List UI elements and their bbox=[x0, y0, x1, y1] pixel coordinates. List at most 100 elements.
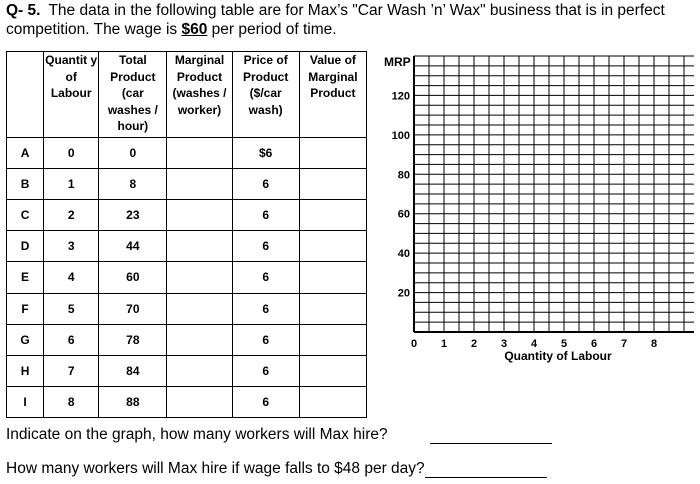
x-axis-label: Quantity of Labour bbox=[504, 349, 612, 363]
cell-marginal-product[interactable] bbox=[166, 385, 233, 419]
y-tick-labels: 20 40 60 80 100 120 bbox=[392, 90, 410, 299]
y-tick-label: 80 bbox=[398, 169, 410, 181]
data-table: Quantit y of Labour Total Product (car w… bbox=[5, 51, 368, 419]
answer-blank-1[interactable] bbox=[429, 426, 552, 444]
table-row: D 3 44 6 bbox=[5, 230, 368, 263]
x-tick-label: 2 bbox=[471, 338, 477, 350]
cell-total-product: 60 bbox=[98, 261, 168, 294]
cell-total-product: 84 bbox=[98, 354, 168, 387]
cell-marginal-product[interactable] bbox=[166, 168, 233, 201]
cell-vmp[interactable] bbox=[298, 292, 368, 325]
cell-marginal-product[interactable] bbox=[166, 354, 233, 387]
answer-question-1: Indicate on the graph, how many workers … bbox=[6, 426, 696, 444]
graph-grid bbox=[413, 55, 694, 333]
cell-price: 6 bbox=[231, 261, 300, 294]
cell-price: 6 bbox=[231, 292, 300, 325]
table-header-row: Quantit y of Labour Total Product (car w… bbox=[5, 51, 368, 138]
cell-marginal-product[interactable] bbox=[166, 292, 233, 325]
cell-marginal-product[interactable] bbox=[166, 136, 233, 170]
row-label: B bbox=[5, 168, 45, 201]
cell-total-product: 70 bbox=[98, 292, 168, 325]
cell-marginal-product[interactable] bbox=[166, 261, 233, 294]
y-tick-label: 40 bbox=[398, 248, 410, 260]
cell-total-product: 8 bbox=[98, 168, 168, 201]
x-tick-label: 0 bbox=[411, 338, 417, 350]
answer-blank-2[interactable] bbox=[424, 460, 547, 478]
table-row: H 7 84 6 bbox=[5, 354, 368, 387]
x-tick-label: 6 bbox=[591, 338, 597, 350]
cell-quantity: 5 bbox=[43, 292, 100, 325]
header-blank bbox=[5, 51, 45, 138]
row-label: A bbox=[5, 136, 45, 170]
y-tick-label: 100 bbox=[392, 130, 410, 142]
cell-total-product: 0 bbox=[98, 136, 168, 170]
header-vmp: Value of Marginal Product bbox=[298, 51, 368, 138]
question-tail: per period of time. bbox=[207, 21, 337, 38]
y-tick-label: 20 bbox=[398, 288, 410, 300]
cell-price: 6 bbox=[231, 354, 300, 387]
cell-quantity: 6 bbox=[43, 323, 100, 356]
cell-vmp[interactable] bbox=[298, 354, 368, 387]
cell-marginal-product[interactable] bbox=[166, 199, 233, 232]
cell-price: 6 bbox=[231, 230, 300, 263]
row-label: C bbox=[5, 199, 45, 232]
y-axis-label: MRP bbox=[384, 55, 411, 69]
header-marginal-product: Marginal Product (washes / worker) bbox=[166, 51, 233, 138]
cell-total-product: 88 bbox=[98, 385, 168, 419]
cell-quantity: 2 bbox=[43, 199, 100, 232]
answer-prompt-1: Indicate on the graph, how many workers … bbox=[6, 426, 388, 443]
cell-quantity: 0 bbox=[43, 136, 100, 170]
cell-vmp[interactable] bbox=[298, 323, 368, 356]
question-body: The data in the following table are for … bbox=[6, 2, 665, 38]
header-total-product: Total Product (car washes / hour) bbox=[98, 51, 168, 138]
cell-vmp[interactable] bbox=[298, 168, 368, 201]
x-tick-label: 4 bbox=[531, 338, 538, 350]
row-label: G bbox=[5, 323, 45, 356]
header-price: Price of Product ($/car wash) bbox=[231, 51, 300, 138]
answer-prompt-2: How many workers will Max hire if wage f… bbox=[6, 460, 425, 477]
cell-vmp[interactable] bbox=[298, 136, 368, 170]
x-tick-label: 8 bbox=[651, 338, 657, 350]
cell-price: 6 bbox=[231, 168, 300, 201]
cell-vmp[interactable] bbox=[298, 385, 368, 419]
cell-price: 6 bbox=[231, 385, 300, 419]
cell-quantity: 8 bbox=[43, 385, 100, 419]
question-text: Q- 5. The data in the following table are… bbox=[6, 1, 696, 39]
cell-price: $6 bbox=[231, 136, 300, 170]
cell-quantity: 3 bbox=[43, 230, 100, 263]
wage-value: $60 bbox=[181, 21, 208, 38]
table-row: F 5 70 6 bbox=[5, 292, 368, 325]
cell-vmp[interactable] bbox=[298, 230, 368, 263]
x-tick-labels: 0 1 2 3 4 5 6 7 8 bbox=[411, 338, 657, 350]
cell-total-product: 44 bbox=[98, 230, 168, 263]
cell-vmp[interactable] bbox=[298, 199, 368, 232]
row-label: D bbox=[5, 230, 45, 263]
cell-marginal-product[interactable] bbox=[166, 323, 233, 356]
x-tick-label: 1 bbox=[441, 338, 447, 350]
y-tick-label: 60 bbox=[398, 209, 410, 221]
table-row: I 8 88 6 bbox=[5, 385, 368, 419]
cell-price: 6 bbox=[231, 323, 300, 356]
row-label: E bbox=[5, 261, 45, 294]
table-row: E 4 60 6 bbox=[5, 261, 368, 294]
question-number: Q- 5. bbox=[6, 2, 41, 19]
header-quantity: Quantit y of Labour bbox=[43, 51, 100, 138]
answer-question-2: How many workers will Max hire if wage f… bbox=[6, 460, 696, 478]
x-tick-label: 5 bbox=[561, 338, 567, 350]
row-label: F bbox=[5, 292, 45, 325]
cell-quantity: 1 bbox=[43, 168, 100, 201]
table-row: C 2 23 6 bbox=[5, 199, 368, 232]
cell-marginal-product[interactable] bbox=[166, 230, 233, 263]
x-tick-label: 3 bbox=[501, 338, 507, 350]
y-tick-label: 120 bbox=[392, 90, 410, 102]
cell-total-product: 78 bbox=[98, 323, 168, 356]
table-row: G 6 78 6 bbox=[5, 323, 368, 356]
row-label: H bbox=[5, 354, 45, 387]
cell-quantity: 7 bbox=[43, 354, 100, 387]
mrp-graph: MRP 20 40 60 80 100 120 0 1 2 3 4 5 6 7 8 Quantity of… bbox=[384, 55, 694, 363]
cell-vmp[interactable] bbox=[298, 261, 368, 294]
table-row: A 0 0 $6 bbox=[5, 136, 368, 170]
row-label: I bbox=[5, 385, 45, 419]
x-tick-label: 7 bbox=[621, 338, 627, 350]
